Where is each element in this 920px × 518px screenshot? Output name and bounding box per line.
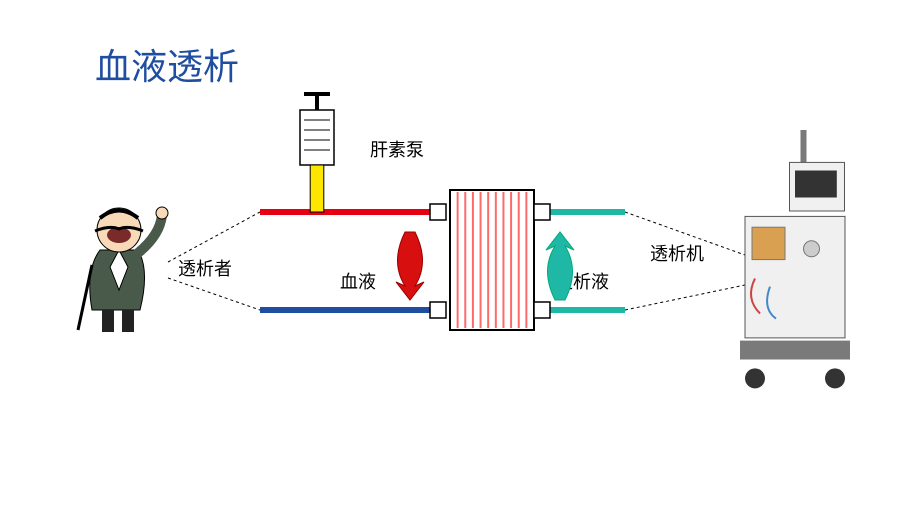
- dialysate-arrow-icon: [546, 232, 574, 300]
- blood-arrow-icon: [396, 232, 424, 300]
- diagram-canvas: 血液透析 肝素泵 透析者 血液 透析液 透析机: [0, 0, 920, 518]
- machine-icon: [740, 130, 850, 388]
- diagram-svg: [0, 0, 920, 518]
- patient-icon: [78, 207, 168, 332]
